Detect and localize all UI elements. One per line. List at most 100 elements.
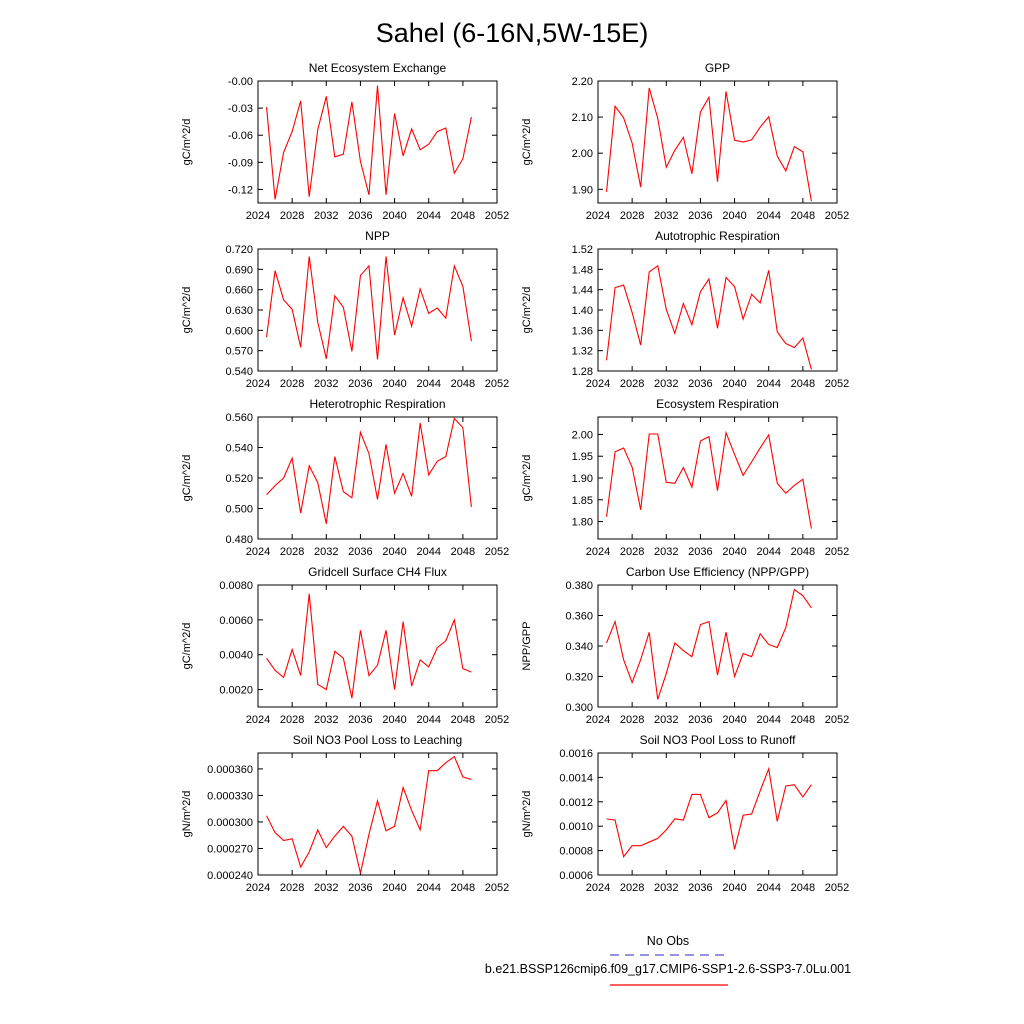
- chart-gridcell-surface-ch4-flux-ytick-label: 0.0060: [219, 615, 253, 627]
- chart-soil-no3-pool-loss-to-runoff-ylabel: gN/m^2/d: [521, 791, 533, 838]
- chart-carbon-use-efficiency-npp-gpp-xtick-label: 2040: [722, 714, 746, 726]
- chart-heterotrophic-respiration-xtick-label: 2032: [314, 546, 338, 558]
- chart-heterotrophic-respiration-frame: [257, 416, 498, 540]
- chart-gridcell-surface-ch4-flux-xtick-label: 2024: [246, 714, 270, 726]
- chart-autotrophic-respiration-xtick-label: 2052: [825, 378, 849, 390]
- chart-soil-no3-pool-loss-to-runoff-title: Soil NO3 Pool Loss to Runoff: [640, 733, 797, 747]
- chart-autotrophic-respiration-ytick-label: 1.40: [572, 305, 593, 317]
- chart-net-ecosystem-exchange-xtick-label: 2040: [382, 210, 406, 222]
- chart-gpp-ytick-label: 2.00: [572, 148, 593, 160]
- chart-gpp-xtick-label: 2048: [791, 210, 815, 222]
- chart-heterotrophic-respiration-ytick-label: 0.560: [225, 412, 253, 424]
- chart-autotrophic-respiration: Autotrophic Respiration gC/m^2/d 2024 2028 2…: [521, 229, 849, 390]
- chart-ecosystem-respiration-xtick-label: 2028: [620, 546, 644, 558]
- chart-carbon-use-efficiency-npp-gpp-xtick-label: 2052: [825, 714, 849, 726]
- chart-ecosystem-respiration-title: Ecosystem Respiration: [656, 397, 779, 411]
- chart-carbon-use-efficiency-npp-gpp-xtick-label: 2024: [586, 714, 610, 726]
- chart-net-ecosystem-exchange-ytick-label: -0.00: [228, 76, 253, 88]
- chart-gridcell-surface-ch4-flux-xtick-label: 2048: [451, 714, 475, 726]
- chart-net-ecosystem-exchange-ytick-label: -0.03: [228, 103, 253, 115]
- chart-heterotrophic-respiration-xtick-label: 2040: [382, 546, 406, 558]
- chart-carbon-use-efficiency-npp-gpp-ytick-label: 0.340: [565, 641, 593, 653]
- chart-carbon-use-efficiency-npp-gpp-title: Carbon Use Efficiency (NPP/GPP): [626, 565, 809, 579]
- chart-autotrophic-respiration-ylabel: gC/m^2/d: [521, 287, 533, 334]
- chart-npp: NPP gC/m^2/d 2024 2028 2032 2036 2040 2044 2048 2…: [181, 229, 509, 390]
- chart-heterotrophic-respiration-ytick-label: 0.520: [225, 473, 253, 485]
- chart-npp-ytick-label: 0.570: [225, 346, 253, 358]
- chart-gpp-xtick-label: 2024: [586, 210, 610, 222]
- chart-ecosystem-respiration-xtick-label: 2044: [756, 546, 780, 558]
- chart-ecosystem-respiration-xtick-label: 2040: [722, 546, 746, 558]
- chart-heterotrophic-respiration-series-line: [266, 417, 472, 524]
- chart-soil-no3-pool-loss-to-runoff-series-line: [606, 766, 812, 858]
- chart-soil-no3-pool-loss-to-leaching-series-line: [266, 755, 472, 874]
- chart-net-ecosystem-exchange: Net Ecosystem Exchange gC/m^2/d 2024 2028 20…: [181, 61, 509, 222]
- chart-soil-no3-pool-loss-to-leaching-xtick-label: 2036: [348, 882, 372, 894]
- chart-soil-no3-pool-loss-to-leaching-title: Soil NO3 Pool Loss to Leaching: [293, 733, 462, 747]
- chart-autotrophic-respiration-xtick-label: 2028: [620, 378, 644, 390]
- chart-soil-no3-pool-loss-to-leaching-xtick-label: 2044: [416, 882, 440, 894]
- chart-ecosystem-respiration-xtick-label: 2048: [791, 546, 815, 558]
- chart-autotrophic-respiration-xtick-label: 2048: [791, 378, 815, 390]
- chart-ecosystem-respiration-ylabel: gC/m^2/d: [521, 455, 533, 502]
- chart-gridcell-surface-ch4-flux-ylabel: gC/m^2/d: [181, 623, 193, 670]
- chart-heterotrophic-respiration-xtick-label: 2024: [246, 546, 270, 558]
- chart-autotrophic-respiration-xtick-label: 2044: [756, 378, 780, 390]
- chart-autotrophic-respiration-xtick-label: 2040: [722, 378, 746, 390]
- chart-ecosystem-respiration-ytick-label: 1.95: [572, 451, 593, 463]
- chart-ecosystem-respiration: Ecosystem Respiration gC/m^2/d 2024 2028 203…: [521, 397, 849, 558]
- chart-npp-xtick-label: 2040: [382, 378, 406, 390]
- chart-soil-no3-pool-loss-to-leaching-ytick-label: 0.000300: [207, 817, 253, 829]
- chart-net-ecosystem-exchange-xtick-label: 2036: [348, 210, 372, 222]
- chart-net-ecosystem-exchange-ytick-label: -0.06: [228, 130, 253, 142]
- chart-net-ecosystem-exchange-frame: [257, 80, 498, 204]
- chart-npp-ytick-label: 0.540: [225, 366, 253, 378]
- chart-net-ecosystem-exchange-ytick-label: -0.12: [228, 184, 253, 196]
- chart-npp-ytick-label: 0.690: [225, 264, 253, 276]
- chart-ecosystem-respiration-series-line: [605, 430, 812, 529]
- chart-gpp-title: GPP: [705, 61, 730, 75]
- chart-heterotrophic-respiration-ytick-label: 0.480: [225, 534, 253, 546]
- chart-autotrophic-respiration-title: Autotrophic Respiration: [655, 229, 780, 243]
- chart-soil-no3-pool-loss-to-runoff-xtick-label: 2048: [791, 882, 815, 894]
- chart-soil-no3-pool-loss-to-leaching-xtick-label: 2040: [382, 882, 406, 894]
- chart-carbon-use-efficiency-npp-gpp-ytick-label: 0.320: [565, 672, 593, 684]
- chart-soil-no3-pool-loss-to-leaching-xtick-label: 2032: [314, 882, 338, 894]
- chart-carbon-use-efficiency-npp-gpp-ytick-label: 0.300: [565, 702, 593, 714]
- chart-autotrophic-respiration-xtick-label: 2032: [654, 378, 678, 390]
- chart-soil-no3-pool-loss-to-leaching-ytick-label: 0.000240: [207, 870, 253, 882]
- chart-npp-xtick-label: 2024: [246, 378, 270, 390]
- chart-npp-ytick-label: 0.600: [225, 325, 253, 337]
- chart-heterotrophic-respiration-xtick-label: 2028: [280, 546, 304, 558]
- chart-ecosystem-respiration-xtick-label: 2052: [825, 546, 849, 558]
- chart-autotrophic-respiration-ytick-label: 1.52: [572, 244, 593, 256]
- chart-ecosystem-respiration-frame: [597, 416, 838, 540]
- chart-ecosystem-respiration-ytick-label: 1.85: [572, 495, 593, 507]
- chart-autotrophic-respiration-ytick-label: 1.44: [572, 285, 593, 297]
- chart-soil-no3-pool-loss-to-runoff-frame: [597, 752, 838, 876]
- chart-autotrophic-respiration-ytick-label: 1.28: [572, 366, 593, 378]
- chart-net-ecosystem-exchange-title: Net Ecosystem Exchange: [309, 61, 447, 75]
- chart-autotrophic-respiration-ytick-label: 1.32: [572, 346, 593, 358]
- chart-npp-frame: [257, 248, 498, 372]
- chart-soil-no3-pool-loss-to-leaching-ytick-label: 0.000330: [207, 790, 253, 802]
- chart-net-ecosystem-exchange-ytick-label: -0.09: [228, 157, 253, 169]
- chart-npp-ylabel: gC/m^2/d: [181, 287, 193, 334]
- panels-container: Net Ecosystem Exchange gC/m^2/d 2024 2028 20…: [181, 61, 849, 894]
- chart-carbon-use-efficiency-npp-gpp-series-line: [606, 588, 812, 700]
- chart-soil-no3-pool-loss-to-runoff-ytick-label: 0.0006: [559, 870, 593, 882]
- chart-soil-no3-pool-loss-to-runoff-ytick-label: 0.0014: [559, 772, 593, 784]
- chart-gpp-xtick-label: 2044: [756, 210, 780, 222]
- chart-ecosystem-respiration-xtick-label: 2032: [654, 546, 678, 558]
- legend-model-label: b.e21.BSSP126cmip6.f09_g17.CMIP6-SSP1-2.…: [485, 962, 851, 976]
- chart-soil-no3-pool-loss-to-leaching-xtick-label: 2028: [280, 882, 304, 894]
- chart-npp-xtick-label: 2044: [416, 378, 440, 390]
- chart-net-ecosystem-exchange-xtick-label: 2048: [451, 210, 475, 222]
- chart-npp-xtick-label: 2028: [280, 378, 304, 390]
- chart-gridcell-surface-ch4-flux-ytick-label: 0.0080: [219, 580, 253, 592]
- chart-npp-xtick-label: 2048: [451, 378, 475, 390]
- chart-gpp-xtick-label: 2032: [654, 210, 678, 222]
- chart-npp-ytick-label: 0.660: [225, 285, 253, 297]
- chart-gridcell-surface-ch4-flux-xtick-label: 2032: [314, 714, 338, 726]
- chart-gpp: GPP gC/m^2/d 2024 2028 2032 2036 2040 2044 2048 2…: [521, 61, 849, 222]
